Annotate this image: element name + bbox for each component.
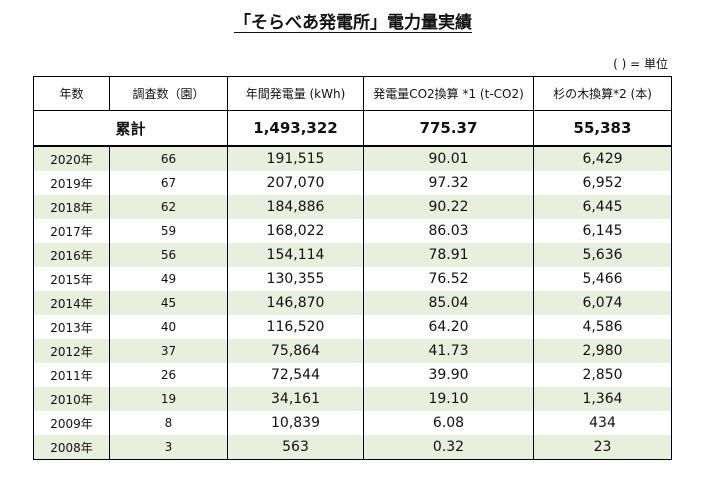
row-kwh: 10,839 (227, 411, 364, 435)
total-co2: 775.37 (363, 110, 534, 147)
row-survey-count: 40 (109, 315, 228, 339)
row-trees: 5,466 (533, 267, 672, 291)
header-trees: 杉の木換算*2 (本) (533, 76, 672, 111)
table-row: 2018年 62 184,886 90.22 6,445 (33, 195, 672, 219)
row-year: 2017年 (33, 219, 110, 243)
row-trees: 1,364 (533, 387, 672, 411)
table-row: 2008年 3 563 0.32 23 (33, 435, 672, 460)
row-trees: 2,850 (533, 363, 672, 387)
row-year: 2014年 (33, 291, 110, 315)
row-year: 2016年 (33, 243, 110, 267)
row-survey-count: 26 (109, 363, 228, 387)
header-year: 年数 (33, 76, 110, 111)
row-kwh: 207,070 (227, 171, 364, 195)
row-trees: 6,952 (533, 171, 672, 195)
table-row: 2012年 37 75,864 41.73 2,980 (33, 339, 672, 363)
table-row: 2011年 26 72,544 39.90 2,850 (33, 363, 672, 387)
row-trees: 6,145 (533, 219, 672, 243)
row-survey-count: 37 (109, 339, 228, 363)
row-year: 2015年 (33, 267, 110, 291)
row-survey-count: 67 (109, 171, 228, 195)
row-co2: 76.52 (363, 267, 534, 291)
header-survey-count: 調査数（園） (109, 76, 228, 111)
row-kwh: 563 (227, 435, 364, 460)
row-year: 2012年 (33, 339, 110, 363)
row-kwh: 154,114 (227, 243, 364, 267)
row-kwh: 130,355 (227, 267, 364, 291)
row-year: 2013年 (33, 315, 110, 339)
row-kwh: 34,161 (227, 387, 364, 411)
row-kwh: 184,886 (227, 195, 364, 219)
row-kwh: 191,515 (227, 146, 364, 171)
row-survey-count: 19 (109, 387, 228, 411)
total-label: 累計 (33, 110, 228, 147)
row-year: 2019年 (33, 171, 110, 195)
power-results-table: 年数 調査数（園） 年間発電量 (kWh) 発電量CO2換算 *1 (t-CO2… (33, 76, 672, 460)
row-kwh: 116,520 (227, 315, 364, 339)
header-annual-kwh: 年間発電量 (kWh) (227, 76, 364, 111)
row-survey-count: 49 (109, 267, 228, 291)
row-trees: 5,636 (533, 243, 672, 267)
row-survey-count: 45 (109, 291, 228, 315)
row-trees: 6,445 (533, 195, 672, 219)
row-co2: 85.04 (363, 291, 534, 315)
table-row: 2014年 45 146,870 85.04 6,074 (33, 291, 672, 315)
row-co2: 64.20 (363, 315, 534, 339)
row-year: 2010年 (33, 387, 110, 411)
row-trees: 6,074 (533, 291, 672, 315)
row-trees: 434 (533, 411, 672, 435)
total-row: 累計 1,493,322 775.37 55,383 (33, 110, 672, 147)
row-survey-count: 3 (109, 435, 228, 460)
header-co2: 発電量CO2換算 *1 (t-CO2) (363, 76, 534, 111)
table-row: 2016年 56 154,114 78.91 5,636 (33, 243, 672, 267)
row-kwh: 72,544 (227, 363, 364, 387)
row-co2: 6.08 (363, 411, 534, 435)
row-survey-count: 62 (109, 195, 228, 219)
row-co2: 90.22 (363, 195, 534, 219)
row-year: 2018年 (33, 195, 110, 219)
table-row: 2019年 67 207,070 97.32 6,952 (33, 171, 672, 195)
row-trees: 2,980 (533, 339, 672, 363)
row-survey-count: 56 (109, 243, 228, 267)
table-row: 2015年 49 130,355 76.52 5,466 (33, 267, 672, 291)
table-row: 2009年 8 10,839 6.08 434 (33, 411, 672, 435)
row-co2: 39.90 (363, 363, 534, 387)
row-survey-count: 66 (109, 146, 228, 171)
table-row: 2013年 40 116,520 64.20 4,586 (33, 315, 672, 339)
table-row: 2020年 66 191,515 90.01 6,429 (33, 146, 672, 171)
unit-note: ( ) = 単位 (613, 57, 668, 71)
row-co2: 41.73 (363, 339, 534, 363)
row-year: 2008年 (33, 435, 110, 460)
row-kwh: 168,022 (227, 219, 364, 243)
row-co2: 97.32 (363, 171, 534, 195)
row-co2: 86.03 (363, 219, 534, 243)
row-co2: 90.01 (363, 146, 534, 171)
table-row: 2010年 19 34,161 19.10 1,364 (33, 387, 672, 411)
row-kwh: 146,870 (227, 291, 364, 315)
page-title-text: 「そらべあ発電所」電力量実績 (234, 13, 472, 33)
row-co2: 0.32 (363, 435, 534, 460)
row-survey-count: 59 (109, 219, 228, 243)
row-trees: 4,586 (533, 315, 672, 339)
row-year: 2011年 (33, 363, 110, 387)
row-trees: 23 (533, 435, 672, 460)
total-trees: 55,383 (533, 110, 672, 147)
row-kwh: 75,864 (227, 339, 364, 363)
row-year: 2020年 (33, 146, 110, 171)
total-kwh: 1,493,322 (227, 110, 364, 147)
table-row: 2017年 59 168,022 86.03 6,145 (33, 219, 672, 243)
page-title: 「そらべあ発電所」電力量実績 (0, 8, 706, 33)
row-co2: 78.91 (363, 243, 534, 267)
row-trees: 6,429 (533, 146, 672, 171)
row-year: 2009年 (33, 411, 110, 435)
row-co2: 19.10 (363, 387, 534, 411)
row-survey-count: 8 (109, 411, 228, 435)
table-header-row: 年数 調査数（園） 年間発電量 (kWh) 発電量CO2換算 *1 (t-CO2… (33, 76, 672, 111)
